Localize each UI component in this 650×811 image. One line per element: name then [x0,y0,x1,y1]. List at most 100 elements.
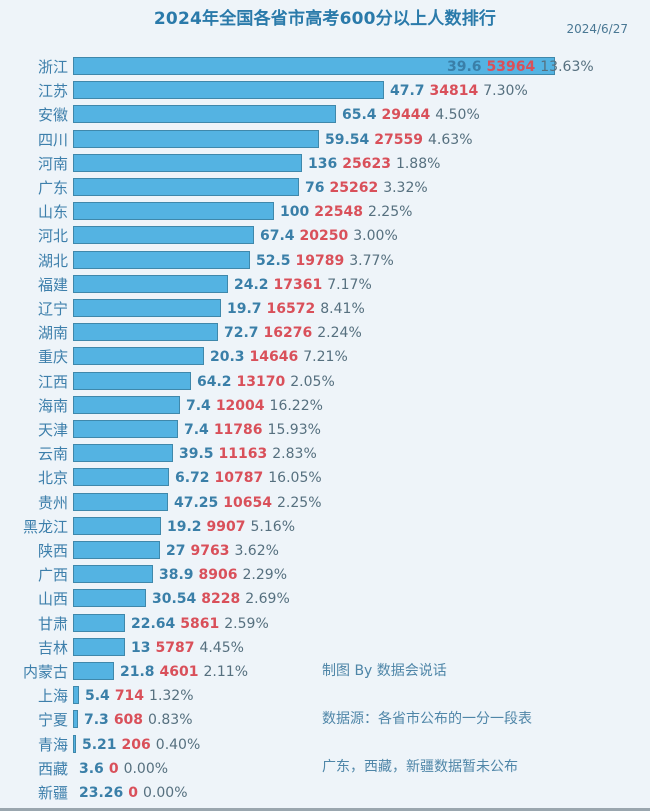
bar-row: 甘肃 22.64 5861 2.59% [0,612,650,636]
province-label: 河南 [37,154,68,173]
candidate-count-value: 19.7 [227,301,262,317]
value-labels: 38.9 8906 2.29% [159,563,287,587]
percentage-value: 8.41% [320,301,365,317]
bar-row: 宁夏 7.3 608 0.83% [0,708,650,732]
province-label: 湖南 [37,324,68,343]
candidate-count-value: 3.6 [79,760,104,777]
over-600-count-value: 0 [108,760,119,777]
percentage-value: 0.83% [148,712,193,729]
over-600-count-value: 25623 [342,155,391,172]
bar-row: 贵州 47.25 10654 2.25% [0,491,650,515]
value-labels: 7.4 11786 15.93% [184,418,321,442]
value-labels: 19.7 16572 8.41% [227,297,365,321]
over-600-count-value: 27559 [374,131,424,148]
bar [73,105,336,124]
province-label: 江苏 [37,82,68,101]
footer-divider [0,808,650,811]
bar [73,710,78,729]
province-label: 新疆 [37,784,68,802]
bar [73,202,274,221]
bar-row: 河南 136 25623 1.88% [0,152,650,176]
value-labels: 21.8 4601 2.11% [120,660,248,684]
bar [73,516,161,535]
bar [73,299,221,317]
province-label: 湖北 [37,251,68,270]
value-labels: 13 5787 4.45% [131,636,244,660]
value-labels: 19.2 9907 5.16% [167,515,295,539]
bar-row: 北京 6.72 10787 16.05% [0,466,650,490]
province-label: 北京 [37,469,68,488]
bar [73,662,114,680]
percentage-value: 2.25% [367,204,413,221]
percentage-value: 0.00% [123,760,169,777]
percentage-value: 1.88% [395,155,441,172]
candidate-count-value: 52.5 [256,252,291,269]
value-labels: 39.5 11163 2.83% [179,442,317,466]
candidate-count-value: 27 [166,543,186,559]
value-labels: 64.2 13170 2.05% [197,370,335,394]
value-labels: 24.2 17361 7.17% [234,273,372,297]
over-600-count-value: 19789 [295,252,345,269]
over-600-count-value: 5787 [155,639,195,656]
credit-note: 制图 By 数据会说话 [322,663,447,679]
candidate-count-value: 20.3 [210,349,245,366]
bar-row: 河北 67.4 20250 3.00% [0,224,650,248]
bar [73,492,168,511]
percentage-value: 2.24% [317,325,362,342]
value-labels: 47.7 34814 7.30% [390,79,528,103]
over-600-count-value: 20250 [299,228,349,245]
province-label: 上海 [37,687,68,706]
over-600-count-value: 714 [114,688,145,705]
candidate-count-value: 7.4 [184,422,209,438]
bar [73,686,79,705]
percentage-value: 2.05% [290,373,335,390]
candidate-count-value: 7.4 [186,397,211,414]
over-600-count-value: 9907 [206,518,246,535]
percentage-value: 4.45% [199,639,244,656]
candidate-count-value: 6.72 [175,470,210,487]
bar-row: 湖南 72.7 16276 2.24% [0,321,650,345]
bar-row: 山西 30.54 8228 2.69% [0,587,650,611]
bar-row: 天津 7.4 11786 15.93% [0,418,650,442]
percentage-value: 2.69% [245,591,290,608]
candidate-count-value: 136 [308,155,338,172]
province-label: 海南 [37,396,68,415]
province-label: 重庆 [37,348,68,367]
province-label: 天津 [37,421,68,439]
bar [73,541,160,559]
bar [73,613,125,632]
value-labels: 72.7 16276 2.24% [224,321,362,345]
province-label: 青海 [37,735,68,754]
over-600-count-value: 8906 [198,567,238,584]
value-labels: 27 9763 3.62% [166,539,279,563]
candidate-count-value: 76 [305,180,325,196]
value-labels: 5.21 206 0.40% [82,733,200,757]
province-label: 云南 [37,445,68,464]
over-600-count-value: 16276 [263,325,313,342]
over-600-count-value: 5861 [180,615,220,632]
bar-row: 四川 59.54 27559 4.63% [0,128,650,152]
bar [73,129,319,148]
percentage-value: 1.32% [149,688,194,705]
bar [73,589,146,608]
bar [73,468,169,487]
source-note: 数据源：各省市公布的一分一段表 [322,711,532,727]
value-labels: 3.6 0 0.00% [79,757,168,781]
bar-row: 湖北 52.5 19789 3.77% [0,249,650,273]
over-600-count-value: 12004 [215,397,265,414]
candidate-count-value: 21.8 [120,664,155,680]
bar [73,565,153,584]
value-labels: 136 25623 1.88% [308,152,440,176]
bar-row: 黑龙江 19.2 9907 5.16% [0,515,650,539]
percentage-value: 2.83% [272,446,317,463]
candidate-count-value: 30.54 [152,591,197,608]
bar [73,178,299,196]
bar [73,420,178,438]
value-labels: 20.3 14646 7.21% [210,345,348,369]
province-label: 贵州 [37,493,68,512]
candidate-count-value: 47.7 [390,83,425,100]
value-labels: 76 25262 3.32% [305,176,428,200]
candidate-count-value: 5.4 [85,688,110,705]
bar-row: 陕西 27 9763 3.62% [0,539,650,563]
bar [73,153,302,172]
